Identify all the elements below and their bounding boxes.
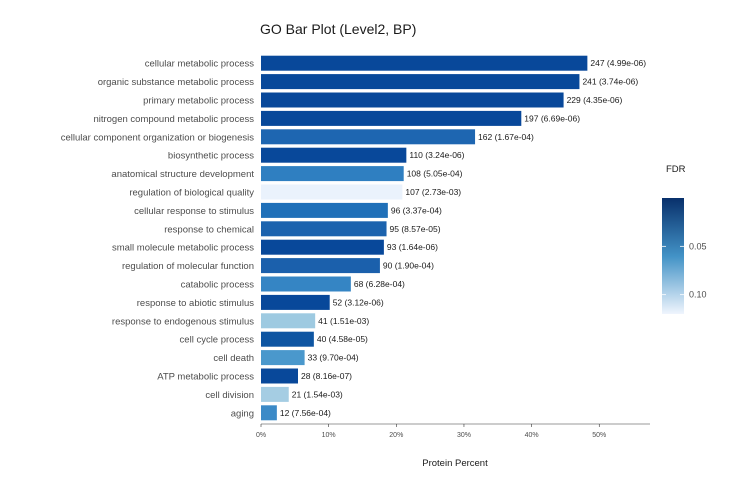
category-label: cellular metabolic process: [145, 59, 255, 70]
bar: [261, 166, 404, 182]
bar: [261, 239, 384, 255]
bars-group: [261, 55, 588, 421]
category-label: cellular component organization or bioge…: [61, 132, 255, 143]
value-label: 12 (7.56e-04): [280, 408, 331, 418]
category-label: ATP metabolic process: [157, 372, 254, 383]
value-label: 110 (3.24e-06): [409, 150, 464, 160]
value-label: 95 (8.57e-05): [390, 224, 441, 234]
bar: [261, 276, 351, 292]
value-label: 96 (3.37e-04): [391, 205, 442, 215]
x-tick-label: 10%: [322, 432, 336, 439]
x-tick-label: 20%: [389, 432, 403, 439]
x-tick-label: 50%: [592, 432, 606, 439]
bar: [261, 110, 522, 126]
value-label: 90 (1.90e-04): [383, 261, 434, 271]
category-label: cell cycle process: [180, 335, 255, 346]
category-label: small molecule metabolic process: [112, 243, 254, 254]
bar: [261, 74, 580, 90]
bar: [261, 368, 298, 384]
chart-title: GO Bar Plot (Level2, BP): [260, 21, 416, 37]
value-label: 247 (4.99e-06): [590, 58, 646, 68]
category-label: cell division: [205, 390, 254, 401]
value-label: 241 (3.74e-06): [582, 77, 638, 87]
bar: [261, 221, 387, 237]
category-label: organic substance metabolic process: [98, 77, 255, 88]
value-label: 197 (6.69e-06): [524, 113, 580, 123]
legend-ticks: 0.05 0.10: [662, 241, 707, 300]
value-labels: 247 (4.99e-06) 241 (3.74e-06) 229 (4.35e-0…: [280, 58, 646, 418]
legend-tick-label: 0.05: [689, 241, 707, 251]
x-tick-label: 40%: [525, 432, 539, 439]
category-label: primary metabolic process: [143, 96, 254, 107]
category-label: catabolic process: [181, 280, 255, 291]
value-label: 162 (1.67e-04): [478, 132, 534, 142]
value-label: 229 (4.35e-06): [567, 95, 623, 105]
value-label: 41 (1.51e-03): [318, 316, 369, 326]
value-label: 107 (2.73e-03): [405, 187, 461, 197]
bar: [261, 386, 289, 402]
bar: [261, 55, 588, 71]
category-label: nitrogen compound metabolic process: [93, 114, 254, 125]
bar: [261, 350, 305, 366]
category-label: anatomical structure development: [111, 169, 254, 180]
value-label: 108 (5.05e-04): [407, 169, 463, 179]
bar: [261, 294, 330, 310]
legend-colorbar: [662, 198, 684, 314]
value-label: 33 (9.70e-04): [308, 353, 359, 363]
bar: [261, 147, 407, 163]
category-label: aging: [231, 408, 254, 419]
category-label: cell death: [213, 353, 254, 364]
fdr-legend: FDR 0.05 0.10: [662, 164, 707, 314]
value-label: 52 (3.12e-06): [333, 297, 384, 307]
x-axis-ticks: 0% 10% 20% 30% 40% 50%: [256, 424, 606, 439]
x-tick-label: 0%: [256, 432, 266, 439]
bar: [261, 405, 277, 421]
x-axis-title: Protein Percent: [422, 458, 488, 469]
bar: [261, 202, 388, 218]
bar: [261, 129, 476, 145]
value-label: 21 (1.54e-03): [292, 389, 343, 399]
value-label: 40 (4.58e-05): [317, 334, 368, 344]
value-label: 68 (6.28e-04): [354, 279, 405, 289]
category-label: response to endogenous stimulus: [112, 316, 254, 327]
legend-tick-label: 0.10: [689, 290, 707, 300]
bar: [261, 184, 403, 200]
category-label: cellular response to stimulus: [134, 206, 254, 217]
category-labels: cellular metabolic process organic substa…: [61, 59, 255, 420]
bar: [261, 258, 380, 274]
category-label: response to chemical: [164, 224, 254, 235]
value-label: 28 (8.16e-07): [301, 371, 352, 381]
bar: [261, 92, 564, 108]
value-label: 93 (1.64e-06): [387, 242, 438, 252]
bar: [261, 331, 314, 347]
category-label: biosynthetic process: [168, 151, 254, 162]
legend-title: FDR: [666, 164, 686, 175]
bar: [261, 313, 316, 329]
category-label: regulation of biological quality: [129, 188, 254, 199]
category-label: regulation of molecular function: [122, 261, 254, 272]
category-label: response to abiotic stimulus: [137, 298, 254, 309]
x-tick-label: 30%: [457, 432, 471, 439]
